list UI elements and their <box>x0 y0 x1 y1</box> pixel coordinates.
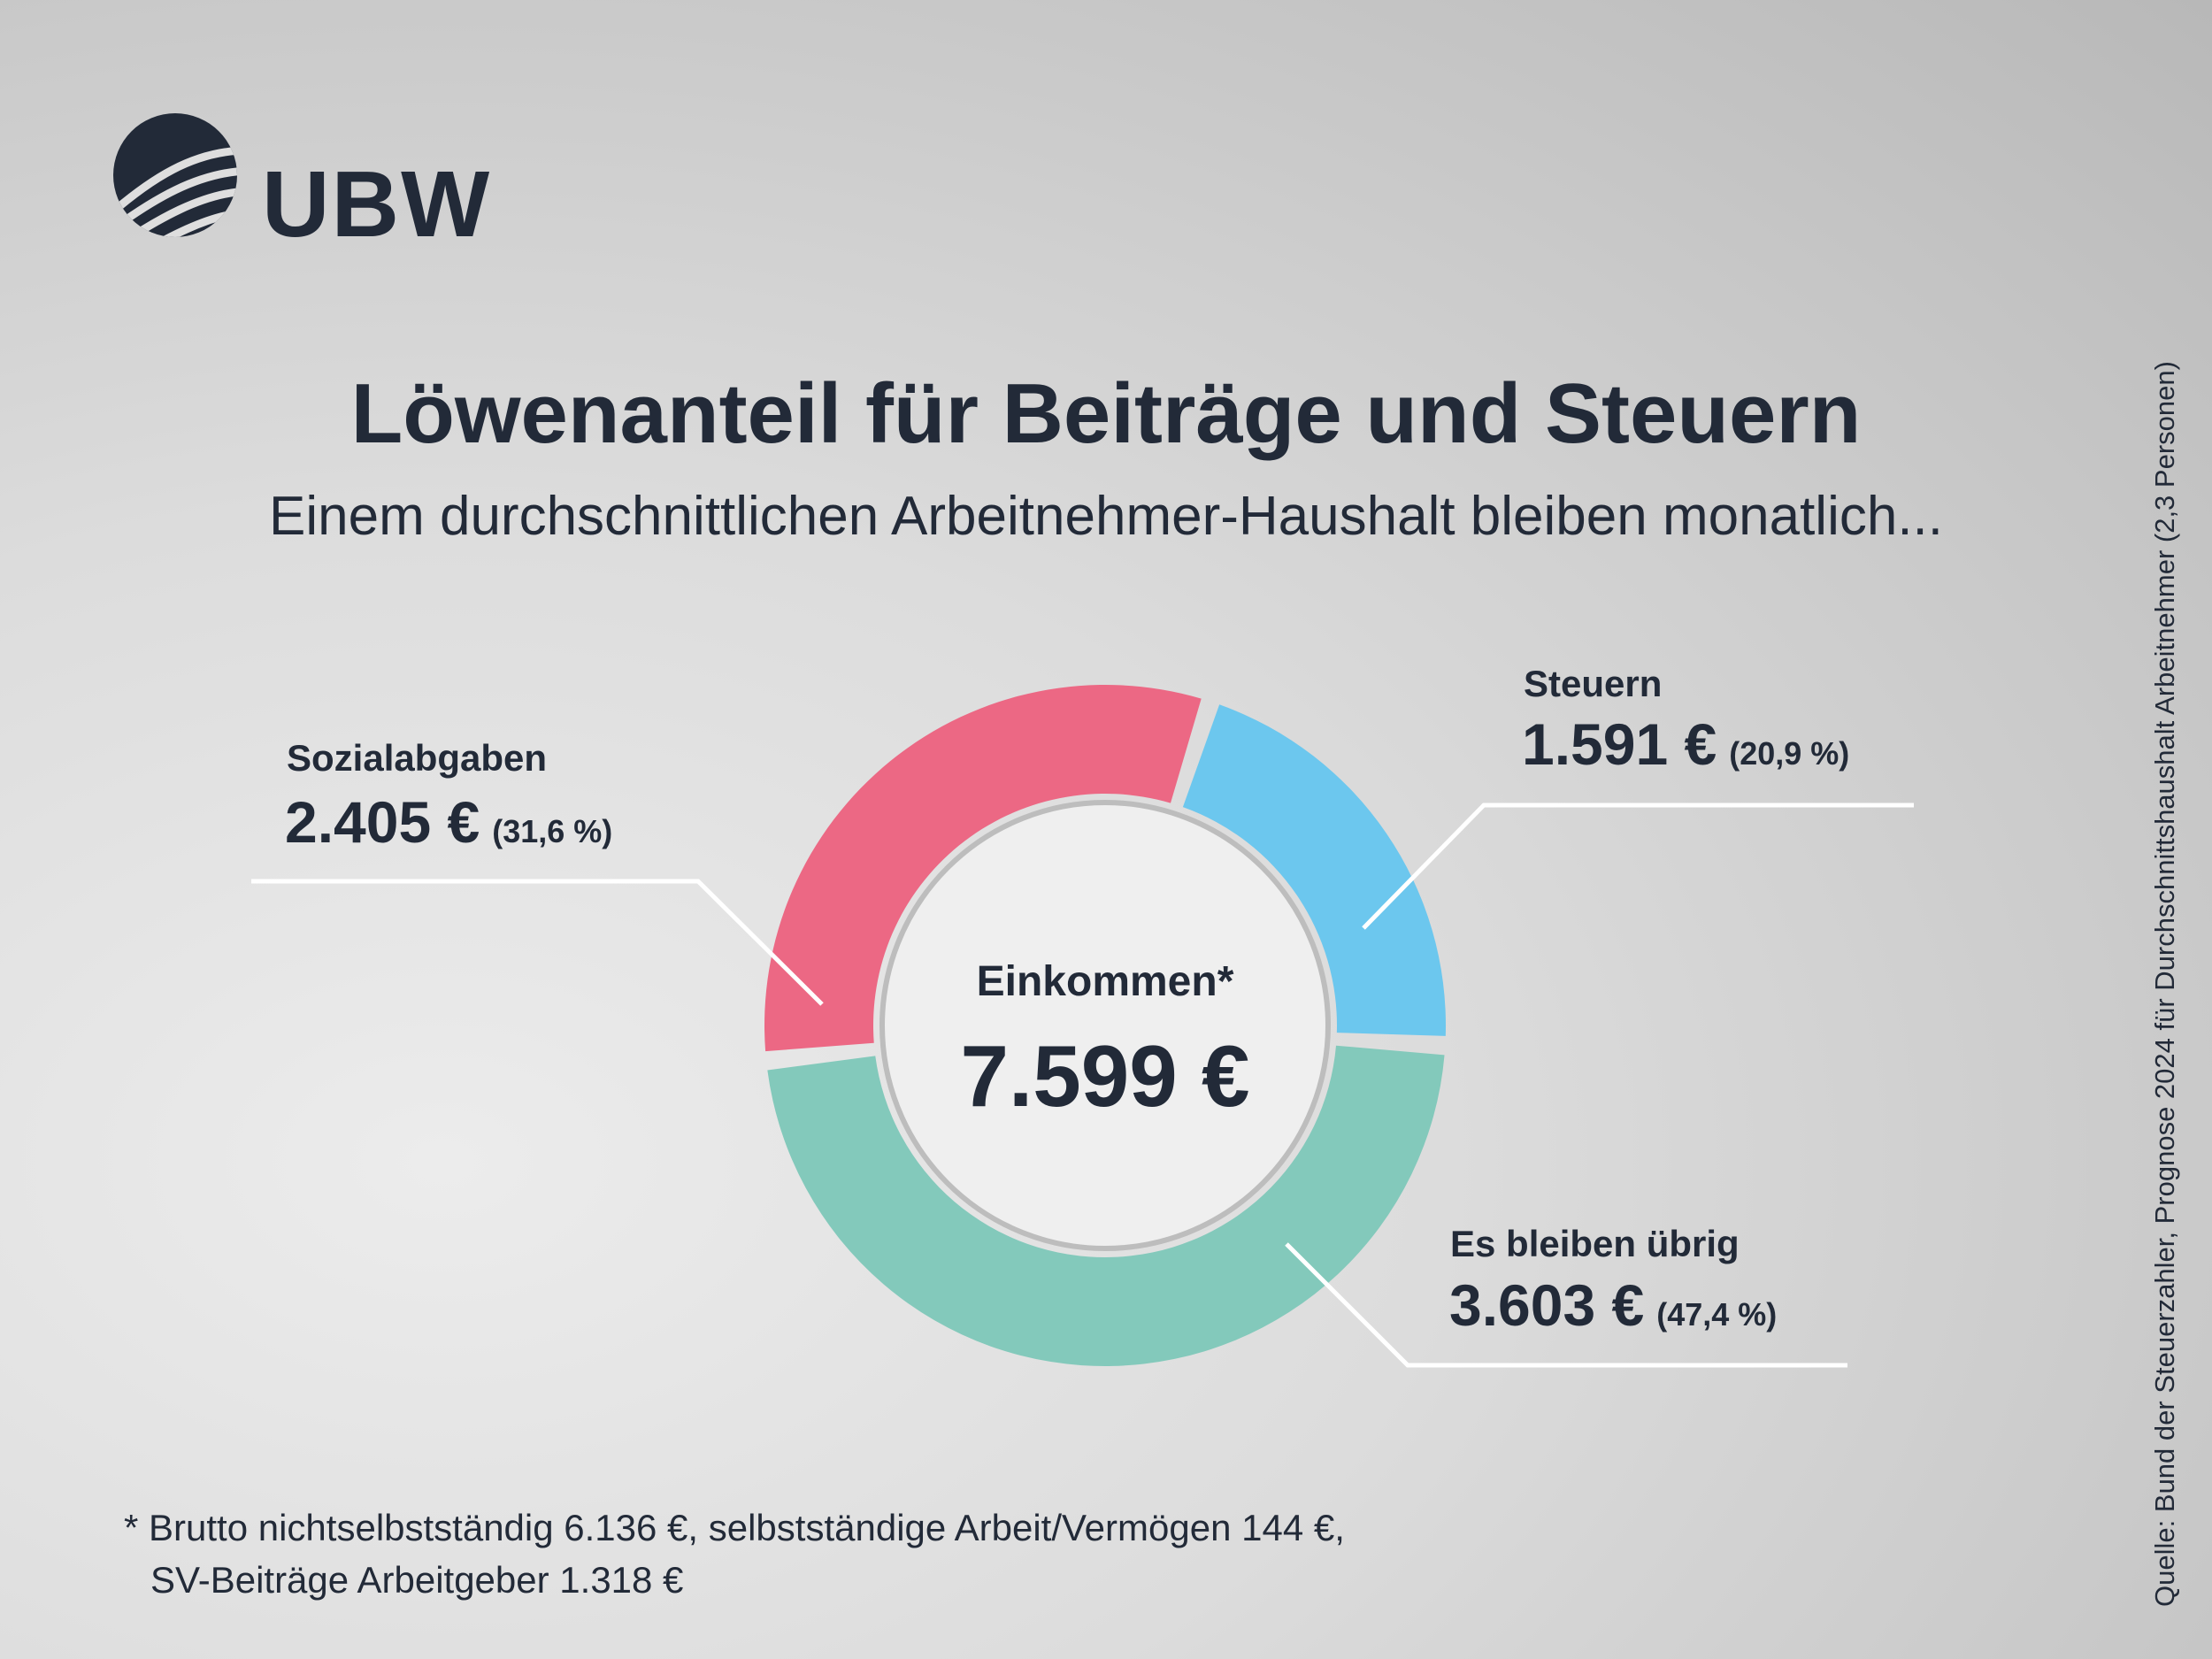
page-title: Löwenanteil für Beiträge und Steuern <box>350 366 1862 461</box>
donut-center <box>879 800 1331 1251</box>
value-steuern: 1.591 € (20,9 %) <box>1522 715 1849 773</box>
footnote-line-2: SV-Beiträge Arbeitgeber 1.318 € <box>150 1559 684 1601</box>
page-subtitle: Einem durchschnittlichen Arbeitnehmer-Ha… <box>269 486 1943 547</box>
value-percent: (31,6 %) <box>492 813 613 849</box>
center-label: Einkommen* <box>976 958 1234 1005</box>
leader-line-steuern <box>1362 803 1914 930</box>
label-steuern: Steuern <box>1524 663 1663 704</box>
value-percent: (47,4 %) <box>1656 1296 1778 1333</box>
value-sozialabgaben: 2.405 € (31,6 %) <box>285 793 612 851</box>
value-amount: 1.591 € <box>1522 711 1717 777</box>
label-sozialabgaben: Sozialabgaben <box>287 737 548 779</box>
leader-line-sozialabgaben <box>251 879 824 1006</box>
leader-line-uebrig <box>1285 1242 1847 1368</box>
donut-slice-steuern <box>1182 704 1446 1036</box>
brand-name: UBW <box>262 152 492 257</box>
donut-slice-es-bleiben-brig <box>767 1045 1445 1366</box>
footnote-line-1: * Brutto nichtselbstständig 6.136 €, sel… <box>124 1507 1345 1548</box>
value-amount: 2.405 € <box>285 789 480 855</box>
value-uebrig: 3.603 € (47,4 %) <box>1449 1276 1777 1334</box>
ubw-logo-icon <box>113 113 237 237</box>
value-percent: (20,9 %) <box>1729 735 1850 772</box>
donut-slice-sozialabgaben <box>764 684 1202 1052</box>
source-note: Quelle: Bund der Steuerzahler, Prognose … <box>2149 361 2180 1607</box>
value-amount: 3.603 € <box>1449 1272 1645 1338</box>
label-uebrig: Es bleiben übrig <box>1450 1223 1740 1264</box>
center-value: 7.599 € <box>960 1027 1250 1125</box>
